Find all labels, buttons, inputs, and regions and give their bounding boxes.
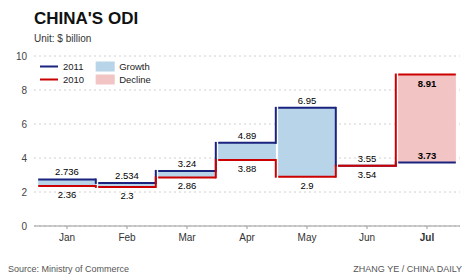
source: Source: Ministry of Commerce [8, 264, 129, 274]
legend-swatch [96, 62, 114, 71]
x-tick-label: May [298, 232, 317, 243]
data-label: 6.95 [298, 95, 317, 106]
x-tick-label: Jul [420, 232, 435, 243]
step-segment [278, 107, 336, 109]
decline-band [398, 75, 456, 163]
title: CHINA'S ODI [34, 9, 138, 28]
legend-label: Growth [119, 61, 150, 72]
step-connector [275, 160, 277, 177]
data-label: 2.534 [115, 170, 139, 181]
grid-line [34, 192, 460, 193]
legend-swatch [96, 75, 114, 84]
data-label: 2.36 [58, 189, 77, 200]
step-connector [275, 108, 277, 143]
step-segment [218, 142, 276, 144]
step-connector [215, 160, 217, 177]
step-segment [158, 170, 216, 172]
legend-label: Decline [119, 74, 151, 85]
step-segment [158, 176, 216, 178]
y-tick-label: 8 [21, 85, 27, 96]
step-connector [335, 166, 337, 177]
y-tick-label: 2 [21, 187, 27, 198]
data-labels: 2.736 2.534 3.24 4.89 6.95 3.55 3.73 2.36 2.3 2.8… [55, 78, 437, 201]
step-segment [98, 182, 156, 184]
step-line [38, 108, 456, 183]
x-tick [427, 226, 428, 229]
growth-band [278, 108, 336, 177]
data-label: 8.91 [418, 78, 437, 89]
legend-item: 2010 [40, 74, 84, 85]
step-segment [38, 178, 96, 180]
growth-band [338, 165, 396, 166]
x-tick-label: Apr [239, 232, 255, 243]
legend-label: 2010 [63, 74, 84, 85]
legend-swatch [40, 79, 58, 81]
legend-swatch [40, 66, 58, 68]
grid-line [34, 56, 460, 57]
subtitle: Unit: $ billion [34, 33, 91, 44]
data-label: 2.9 [300, 180, 313, 191]
x-tick [187, 226, 188, 229]
data-label: 2.736 [55, 166, 79, 177]
x-tick [247, 226, 248, 229]
marks [38, 75, 456, 187]
legend: 2011 Growth 2010 Decline [40, 61, 151, 85]
y-tick-label: 0 [21, 221, 27, 232]
step-connector [395, 75, 397, 166]
step-segment [218, 159, 276, 161]
credit: ZHANG YE / CHINA DAILY [353, 264, 462, 274]
step-segment [338, 165, 396, 167]
data-label: 3.24 [178, 158, 197, 169]
x-tick [307, 226, 308, 229]
growth-band [98, 183, 156, 187]
x-tick [127, 226, 128, 229]
step-connector [335, 108, 337, 166]
x-tick-label: Feb [118, 232, 136, 243]
y-tick-label: 6 [21, 119, 27, 130]
legend-item: Growth [96, 61, 150, 72]
step-segment [278, 176, 336, 178]
data-label: 3.73 [418, 150, 437, 161]
step-line [38, 75, 456, 187]
y-grid [34, 56, 460, 226]
data-label: 4.89 [238, 130, 257, 141]
step-connector [95, 186, 97, 187]
x-tick [367, 226, 368, 229]
growth-band [38, 179, 96, 185]
data-label: 3.88 [238, 163, 257, 174]
x-tick-label: Mar [178, 232, 196, 243]
y-tick-label: 4 [21, 153, 27, 164]
legend-item: 2011 [40, 61, 83, 72]
data-label: 3.54 [358, 169, 377, 180]
data-label: 3.55 [358, 153, 377, 164]
legend-item: Decline [96, 74, 151, 85]
y-tick-label: 10 [16, 51, 28, 62]
growth-band [158, 171, 216, 177]
step-segment [338, 165, 396, 167]
chart: CHINA'S ODIUnit: $ billion02468102.7362.… [0, 0, 470, 278]
growth-band [218, 143, 276, 160]
step-connector [95, 179, 97, 182]
step-segment [398, 74, 456, 76]
data-label: 2.86 [178, 180, 197, 191]
x-tick-label: Jun [359, 232, 375, 243]
step-segment [98, 186, 156, 188]
data-label: 2.3 [120, 190, 133, 201]
step-segment [38, 185, 96, 187]
x-tick-label: Jan [59, 232, 75, 243]
legend-label: 2011 [63, 61, 83, 72]
x-tick [67, 226, 68, 229]
step-segment [398, 162, 456, 164]
step-connector [155, 177, 157, 187]
